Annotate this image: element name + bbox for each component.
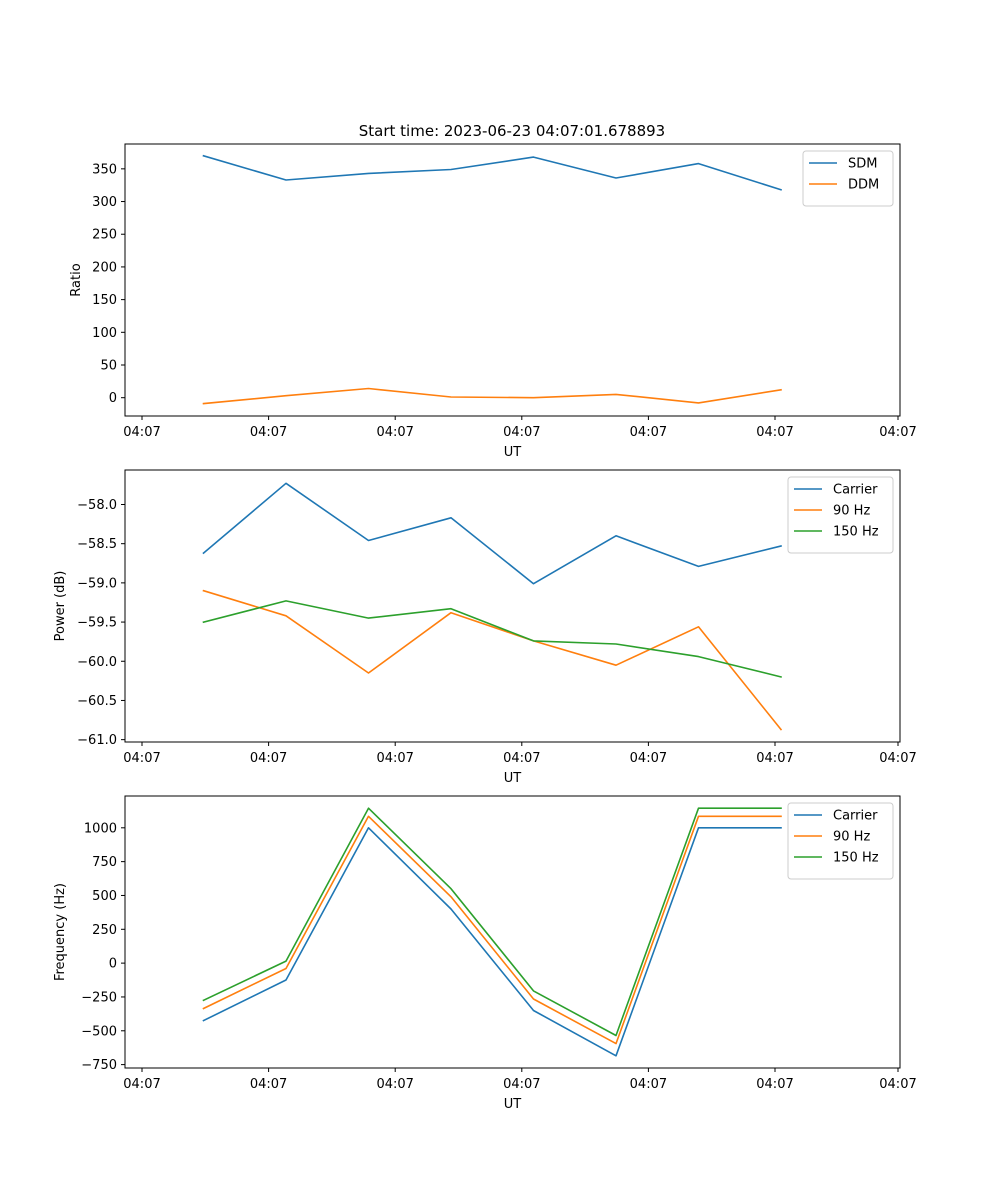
x-tick-label: 04:07 bbox=[376, 425, 413, 440]
series-line-150-hz bbox=[202, 600, 782, 678]
legend-label: DDM bbox=[848, 178, 879, 193]
x-axis-label: UT bbox=[504, 771, 522, 786]
y-tick-label: −59.5 bbox=[77, 616, 117, 631]
x-tick-label: 04:07 bbox=[756, 1077, 793, 1092]
legend: Carrier 90 Hz 150 Hz bbox=[787, 802, 894, 880]
chart-panel-1: 04:07 04:07 04:07 04:07 04:07 04:07 04:07 UT 0 50… bbox=[69, 143, 917, 460]
y-axis-label: Frequency (Hz) bbox=[53, 883, 68, 981]
legend-box bbox=[787, 476, 894, 554]
y-tick-label: 750 bbox=[92, 855, 117, 870]
x-tick-label: 04:07 bbox=[123, 1077, 160, 1092]
x-tick-label: 04:07 bbox=[879, 751, 916, 766]
legend-box bbox=[802, 150, 894, 207]
x-tick-label: 04:07 bbox=[123, 751, 160, 766]
y-tick-label: 100 bbox=[92, 326, 117, 341]
x-tick-label: 04:07 bbox=[250, 425, 287, 440]
x-axis-label: UT bbox=[504, 1097, 522, 1112]
x-tick-label: 04:07 bbox=[630, 751, 667, 766]
y-tick-label: −61.0 bbox=[77, 733, 117, 748]
x-tick-label: 04:07 bbox=[630, 1077, 667, 1092]
y-tick-label: 200 bbox=[92, 260, 117, 275]
y-tick-label: 0 bbox=[109, 957, 117, 972]
x-tick-label: 04:07 bbox=[879, 1077, 916, 1092]
series-line-ddm bbox=[202, 387, 782, 405]
legend-label: Carrier bbox=[833, 483, 878, 498]
y-tick-label: 50 bbox=[100, 359, 117, 374]
x-tick-label: 04:07 bbox=[376, 1077, 413, 1092]
y-tick-label: 150 bbox=[92, 293, 117, 308]
y-tick-label: −500 bbox=[81, 1024, 117, 1039]
y-tick-label: 300 bbox=[92, 195, 117, 210]
legend-label: 150 Hz bbox=[833, 525, 879, 540]
legend-label: Carrier bbox=[833, 809, 878, 824]
y-tick-label: 250 bbox=[92, 228, 117, 243]
legend-label: 150 Hz bbox=[833, 851, 879, 866]
y-tick-label: −58.0 bbox=[77, 498, 117, 513]
y-tick-label: −58.5 bbox=[77, 537, 117, 552]
series-line-150-hz bbox=[202, 807, 782, 1037]
y-tick-label: 1000 bbox=[84, 821, 117, 836]
x-tick-label: 04:07 bbox=[756, 425, 793, 440]
x-tick-label: 04:07 bbox=[503, 425, 540, 440]
y-tick-label: 0 bbox=[109, 391, 117, 406]
x-axis-label: UT bbox=[504, 445, 522, 460]
y-tick-label: 250 bbox=[92, 923, 117, 938]
y-tick-label: −60.0 bbox=[77, 655, 117, 670]
x-tick-label: 04:07 bbox=[503, 1077, 540, 1092]
y-tick-label: 350 bbox=[92, 162, 117, 177]
y-tick-label: −250 bbox=[81, 990, 117, 1005]
legend-label: 90 Hz bbox=[833, 504, 870, 519]
x-tick-label: 04:07 bbox=[250, 751, 287, 766]
figure-title: Start time: 2023-06-23 04:07:01.678893 bbox=[359, 122, 665, 140]
chart-panel-3: 04:07 04:07 04:07 04:07 04:07 04:07 04:07 UT −75… bbox=[53, 795, 917, 1112]
y-axis-label: Ratio bbox=[69, 263, 84, 296]
series-line-sdm bbox=[202, 154, 783, 191]
legend: Carrier 90 Hz 150 Hz bbox=[787, 476, 894, 554]
legend: SDM DDM bbox=[802, 150, 894, 207]
plot-area bbox=[124, 469, 901, 743]
series-line-90-hz bbox=[202, 589, 783, 731]
series-line-90-hz bbox=[202, 815, 782, 1045]
y-axis-label: Power (dB) bbox=[53, 571, 68, 642]
x-tick-label: 04:07 bbox=[123, 425, 160, 440]
x-tick-label: 04:07 bbox=[630, 425, 667, 440]
x-tick-label: 04:07 bbox=[376, 751, 413, 766]
x-tick-label: 04:07 bbox=[756, 751, 793, 766]
legend-label: 90 Hz bbox=[833, 830, 870, 845]
x-tick-label: 04:07 bbox=[250, 1077, 287, 1092]
x-tick-label: 04:07 bbox=[879, 425, 916, 440]
chart-panel-2: 04:07 04:07 04:07 04:07 04:07 04:07 04:07 UT −61… bbox=[53, 469, 917, 786]
y-tick-label: −60.5 bbox=[77, 694, 117, 709]
y-tick-label: 500 bbox=[92, 889, 117, 904]
legend-box bbox=[787, 802, 894, 880]
plot-area bbox=[124, 143, 901, 417]
series-line-carrier bbox=[202, 482, 782, 585]
y-tick-label: −59.0 bbox=[77, 576, 117, 591]
x-tick-label: 04:07 bbox=[503, 751, 540, 766]
plot-area bbox=[124, 795, 901, 1069]
y-tick-label: −750 bbox=[81, 1058, 117, 1073]
legend-label: SDM bbox=[848, 157, 877, 172]
series-line-carrier bbox=[202, 826, 782, 1057]
